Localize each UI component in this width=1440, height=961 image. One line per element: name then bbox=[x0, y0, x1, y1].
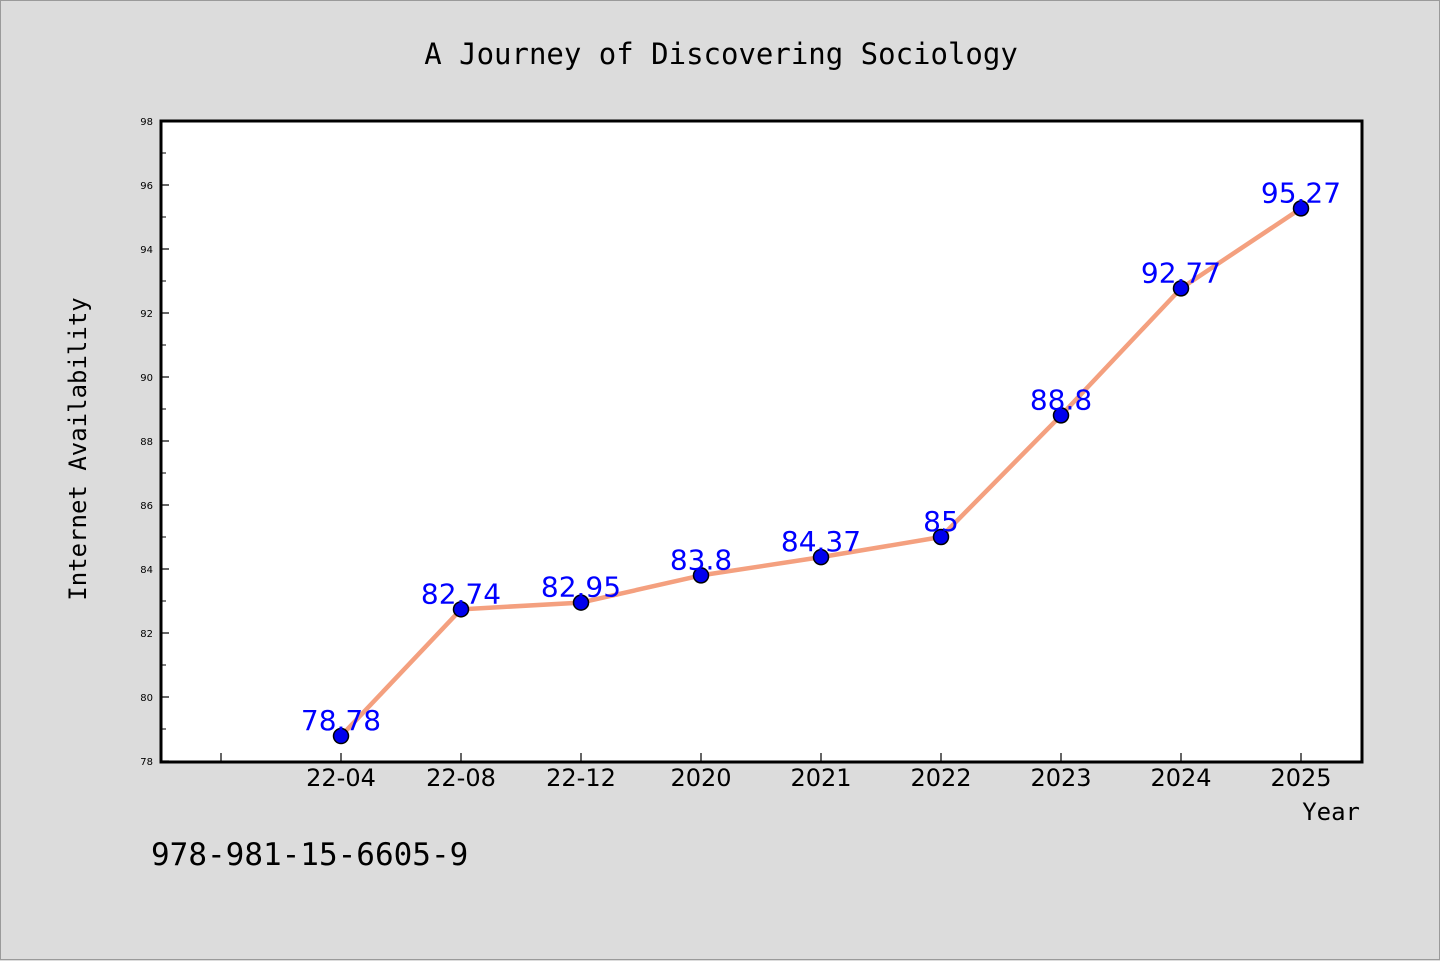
data-label: 88.8 bbox=[1030, 383, 1092, 416]
y-axis-label: Internet Availability bbox=[64, 297, 92, 600]
x-tick-label: 2024 bbox=[1150, 764, 1211, 792]
y-tick-label: 80 bbox=[140, 693, 153, 704]
x-tick-label: 2023 bbox=[1030, 764, 1091, 792]
data-point bbox=[1292, 200, 1310, 217]
data-point bbox=[332, 727, 350, 745]
y-tick-label: 82 bbox=[140, 629, 153, 640]
x-axis: 22-04 22-08 22-12 2020 2021 2022 2023 2024 2025 bbox=[220, 753, 1332, 792]
x-tick-label: 22-12 bbox=[546, 764, 616, 792]
plot-area bbox=[159, 119, 1364, 764]
y-tick-label: 86 bbox=[140, 501, 153, 512]
data-label: 84.37 bbox=[781, 525, 861, 558]
data-label: 78.78 bbox=[301, 704, 381, 737]
chart-title: A Journey of Discovering Sociology bbox=[424, 37, 1018, 71]
data-labels: 78.78 82.74 82.95 83.8 84.37 85 88.8 92.77 95.27 bbox=[301, 176, 1341, 737]
x-tick-label: 2025 bbox=[1270, 764, 1331, 792]
data-label: 95.27 bbox=[1261, 176, 1341, 209]
y-tick-label: 88 bbox=[140, 437, 153, 448]
y-tick-label: 92 bbox=[140, 309, 153, 320]
x-tick-label: 2020 bbox=[670, 764, 731, 792]
data-label: 83.8 bbox=[670, 543, 732, 576]
isbn-text: 978-981-15-6605-9 bbox=[151, 837, 468, 873]
x-tick-label: 2021 bbox=[790, 764, 851, 792]
data-label: 92.77 bbox=[1141, 256, 1221, 289]
y-tick-label: 94 bbox=[140, 245, 153, 256]
x-tick-label: 22-08 bbox=[426, 764, 496, 792]
x-tick-label: 2022 bbox=[910, 764, 971, 792]
data-point bbox=[932, 528, 950, 546]
y-tick-label: 78 bbox=[140, 757, 153, 768]
data-point bbox=[1052, 407, 1070, 424]
data-point bbox=[572, 594, 590, 611]
data-markers bbox=[332, 200, 1310, 745]
data-point bbox=[452, 601, 470, 618]
data-point bbox=[812, 548, 830, 566]
y-tick-label: 84 bbox=[140, 565, 153, 576]
y-tick-label: 96 bbox=[140, 181, 153, 192]
data-point bbox=[1172, 280, 1190, 297]
data-label: 82.95 bbox=[541, 571, 621, 604]
x-tick-label: 22-04 bbox=[306, 764, 376, 792]
y-tick-label: 98 bbox=[140, 117, 153, 128]
y-axis: 78 80 82 84 86 88 90 92 94 96 98 bbox=[140, 117, 169, 768]
data-point bbox=[692, 567, 710, 584]
x-axis-label: Year bbox=[1302, 798, 1360, 826]
y-tick-label: 90 bbox=[140, 373, 153, 384]
data-label: 82.74 bbox=[421, 577, 501, 610]
data-label: 85 bbox=[923, 505, 959, 538]
